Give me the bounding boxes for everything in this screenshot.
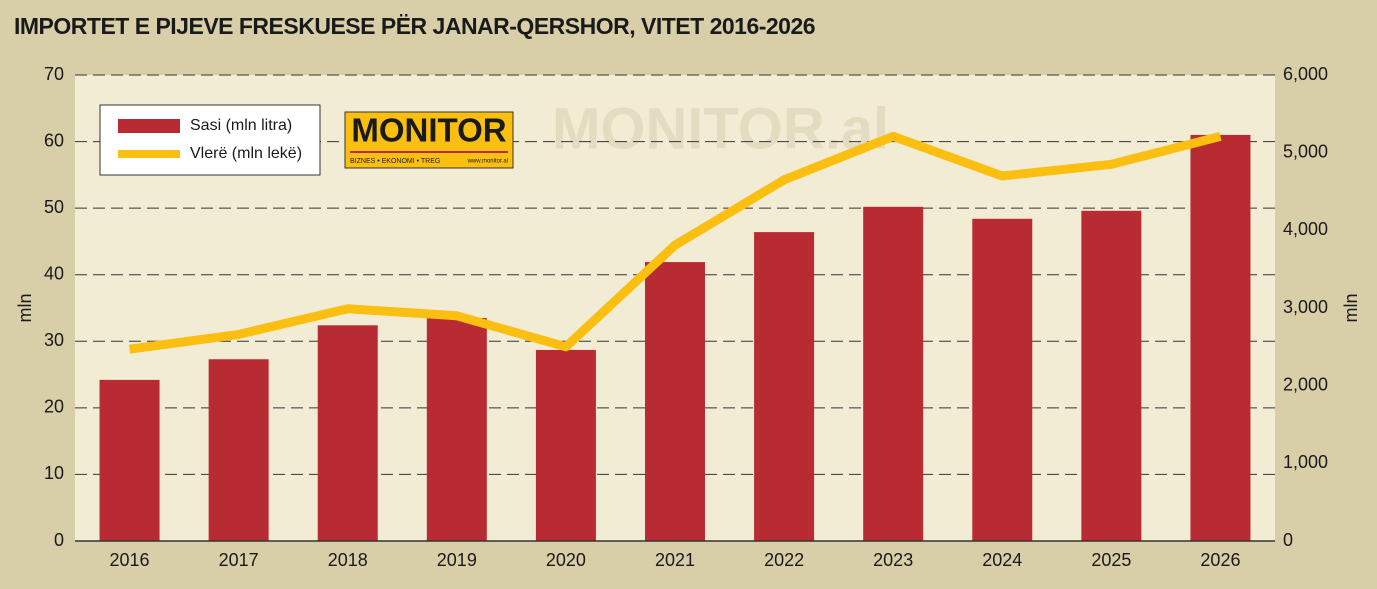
y-tick-label: 0 xyxy=(54,530,64,550)
y2-tick-label: 1,000 xyxy=(1283,452,1328,472)
x-tick-label: 2026 xyxy=(1200,550,1240,570)
watermark: MONITOR.al xyxy=(552,96,889,161)
logo-box xyxy=(344,111,514,169)
bar xyxy=(99,379,160,541)
x-tick-label: 2016 xyxy=(110,550,150,570)
legend-box xyxy=(99,104,321,176)
legend-label: Vlerë (mln lekë) xyxy=(190,145,302,162)
x-tick-label: 2023 xyxy=(873,550,913,570)
x-tick-label: 2019 xyxy=(437,550,477,570)
y2-tick-label: 3,000 xyxy=(1283,297,1328,317)
y2-tick-label: 4,000 xyxy=(1283,219,1328,239)
line xyxy=(128,131,1222,354)
bar xyxy=(317,325,378,541)
logo-tagline: BIZNES • EKONOMI • TREG xyxy=(350,158,440,165)
bar xyxy=(1190,134,1251,541)
bar xyxy=(426,317,487,541)
y-tick-label: 40 xyxy=(44,263,64,283)
y-tick-label: 20 xyxy=(44,397,64,417)
x-tick-label: 2025 xyxy=(1091,550,1131,570)
y-tick-label: 60 xyxy=(44,130,64,150)
bar xyxy=(863,206,924,541)
chart-title: IMPORTET E PIJEVE FRESKUESE PËR JANAR-QE… xyxy=(14,13,815,39)
x-tick-label: 2022 xyxy=(764,550,804,570)
bar xyxy=(754,232,815,541)
logo: MONITOR BIZNES • EKONOMI • TREG www.moni… xyxy=(344,111,514,169)
y2-axis-label: mln xyxy=(1341,293,1361,322)
logo-url: www.monitor.al xyxy=(467,159,508,165)
y2-tick-label: 2,000 xyxy=(1283,374,1328,394)
bar xyxy=(535,349,596,541)
y2-tick-label: 6,000 xyxy=(1283,64,1328,84)
marks xyxy=(99,131,1251,541)
logo-name: MONITOR xyxy=(351,112,506,149)
x-tick-label: 2018 xyxy=(328,550,368,570)
bar xyxy=(208,359,269,541)
bar xyxy=(645,262,705,541)
y-axis-label: mln xyxy=(15,293,35,322)
x-tick-label: 2024 xyxy=(982,550,1022,570)
bar xyxy=(1081,210,1142,541)
y-tick-label: 10 xyxy=(44,463,64,483)
y2-tick-label: 0 xyxy=(1283,530,1293,550)
legend-label: Sasi (mln litra) xyxy=(190,117,292,134)
y-tick-label: 30 xyxy=(44,330,64,350)
legend-swatch xyxy=(118,119,180,133)
y2-tick-label: 5,000 xyxy=(1283,141,1328,161)
x-tick-label: 2017 xyxy=(219,550,259,570)
bar xyxy=(972,218,1033,541)
y-tick-label: 70 xyxy=(44,64,64,84)
x-tick-label: 2021 xyxy=(655,550,695,570)
y-tick-label: 50 xyxy=(44,197,64,217)
x-tick-label: 2020 xyxy=(546,550,586,570)
